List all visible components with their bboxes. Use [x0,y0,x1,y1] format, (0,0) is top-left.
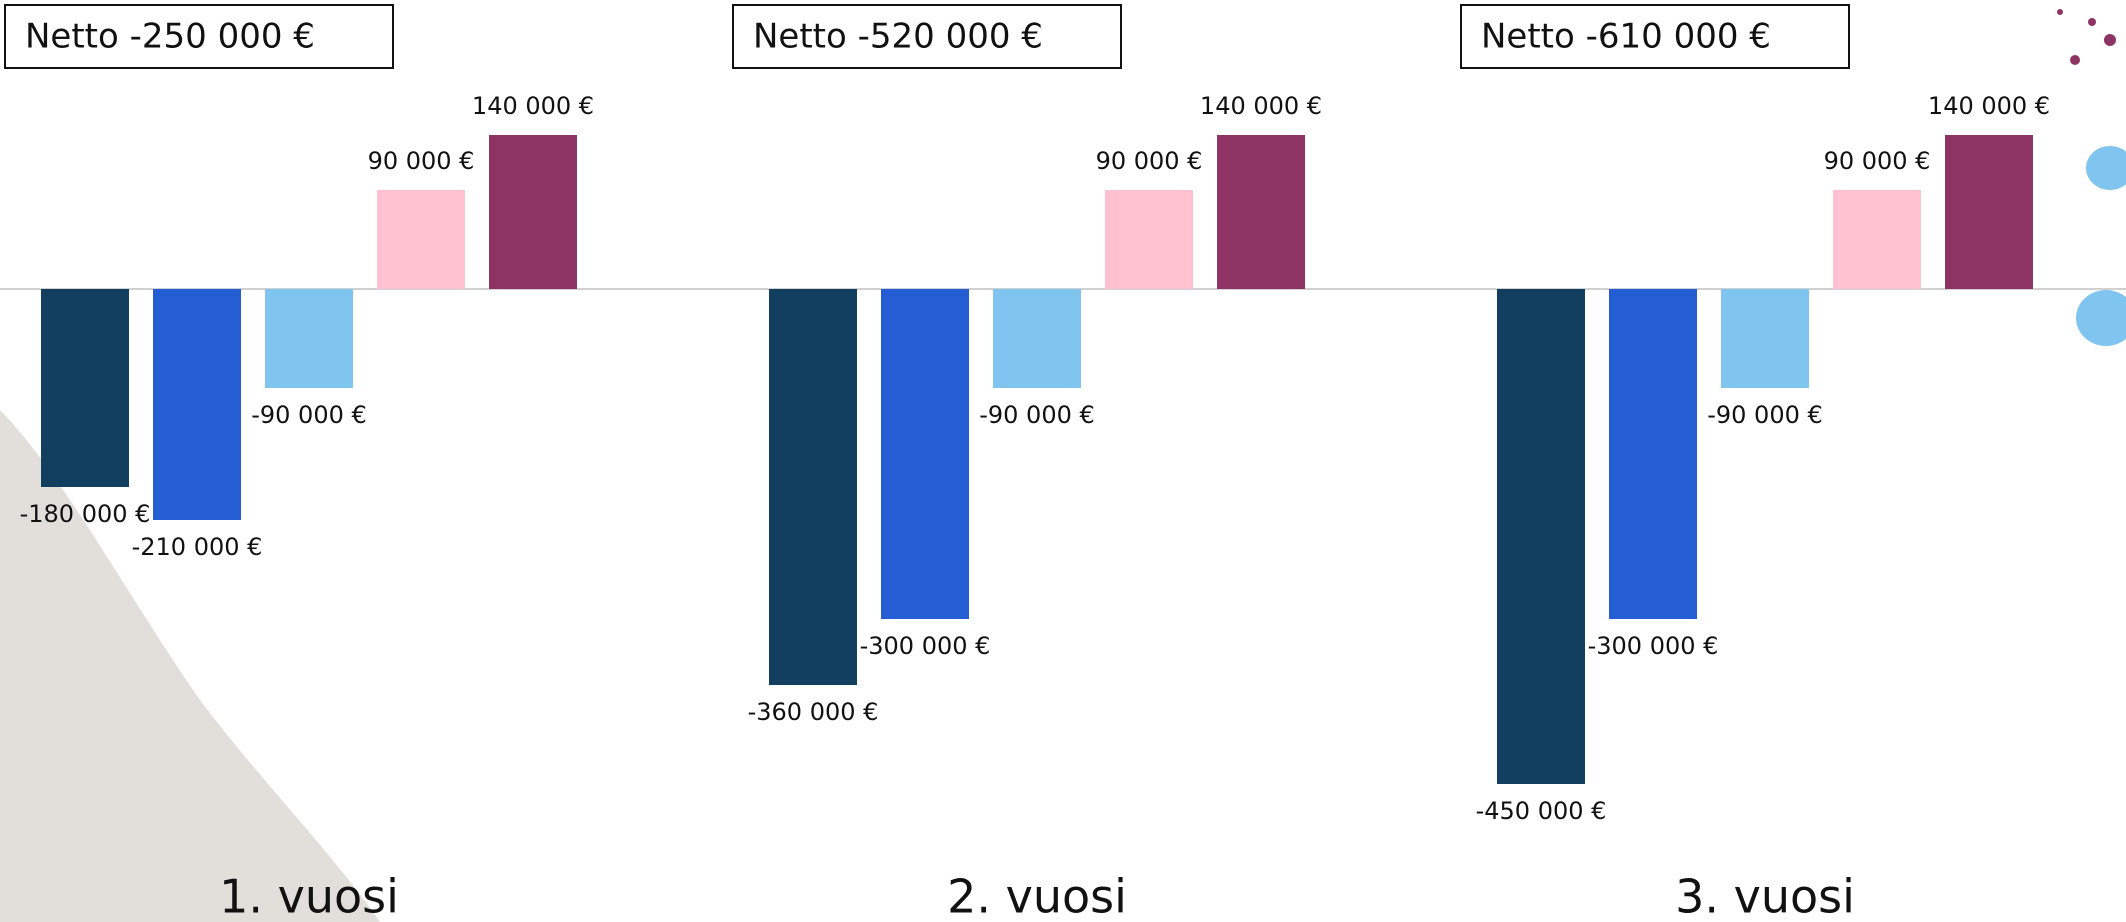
bar [881,289,969,619]
bar [153,289,241,520]
value-label: 90 000 € [368,147,475,175]
value-label: -210 000 € [132,533,263,561]
value-label: -90 000 € [1707,401,1823,429]
bar [489,135,577,289]
bar [1945,135,2033,289]
value-label: -360 000 € [748,698,879,726]
chart: -180 000 € -210 000 € -90 000 € 90 000 € 140… [0,0,2126,922]
bar [1105,190,1193,289]
x-tick-label: 1. vuosi [219,870,399,922]
value-label: -300 000 € [860,632,991,660]
annotation: Netto -610 000 € [1481,17,1771,57]
bar [377,190,465,289]
value-label: 90 000 € [1096,147,1203,175]
value-label: -90 000 € [979,401,1095,429]
value-label: 90 000 € [1824,147,1931,175]
value-label: 140 000 € [1200,92,1322,120]
annotation: Netto -250 000 € [25,17,315,57]
bar [1217,135,1305,289]
value-label: -180 000 € [20,500,151,528]
bar [1497,289,1585,784]
annotation: Netto -520 000 € [753,17,1043,57]
x-tick-label: 3. vuosi [1675,870,1855,922]
value-label: -90 000 € [251,401,367,429]
bar [41,289,129,487]
decoration [0,9,2126,922]
bar [1721,289,1809,388]
x-tick-label: 2. vuosi [947,870,1127,922]
bar [1833,190,1921,289]
value-label: 140 000 € [1928,92,2050,120]
bar [1609,289,1697,619]
value-label: -300 000 € [1588,632,1719,660]
bar [265,289,353,388]
value-label: -450 000 € [1476,797,1607,825]
bar [769,289,857,685]
value-label: 140 000 € [472,92,594,120]
page: -180 000 € -210 000 € -90 000 € 90 000 € 140… [0,0,2126,922]
bar [993,289,1081,388]
